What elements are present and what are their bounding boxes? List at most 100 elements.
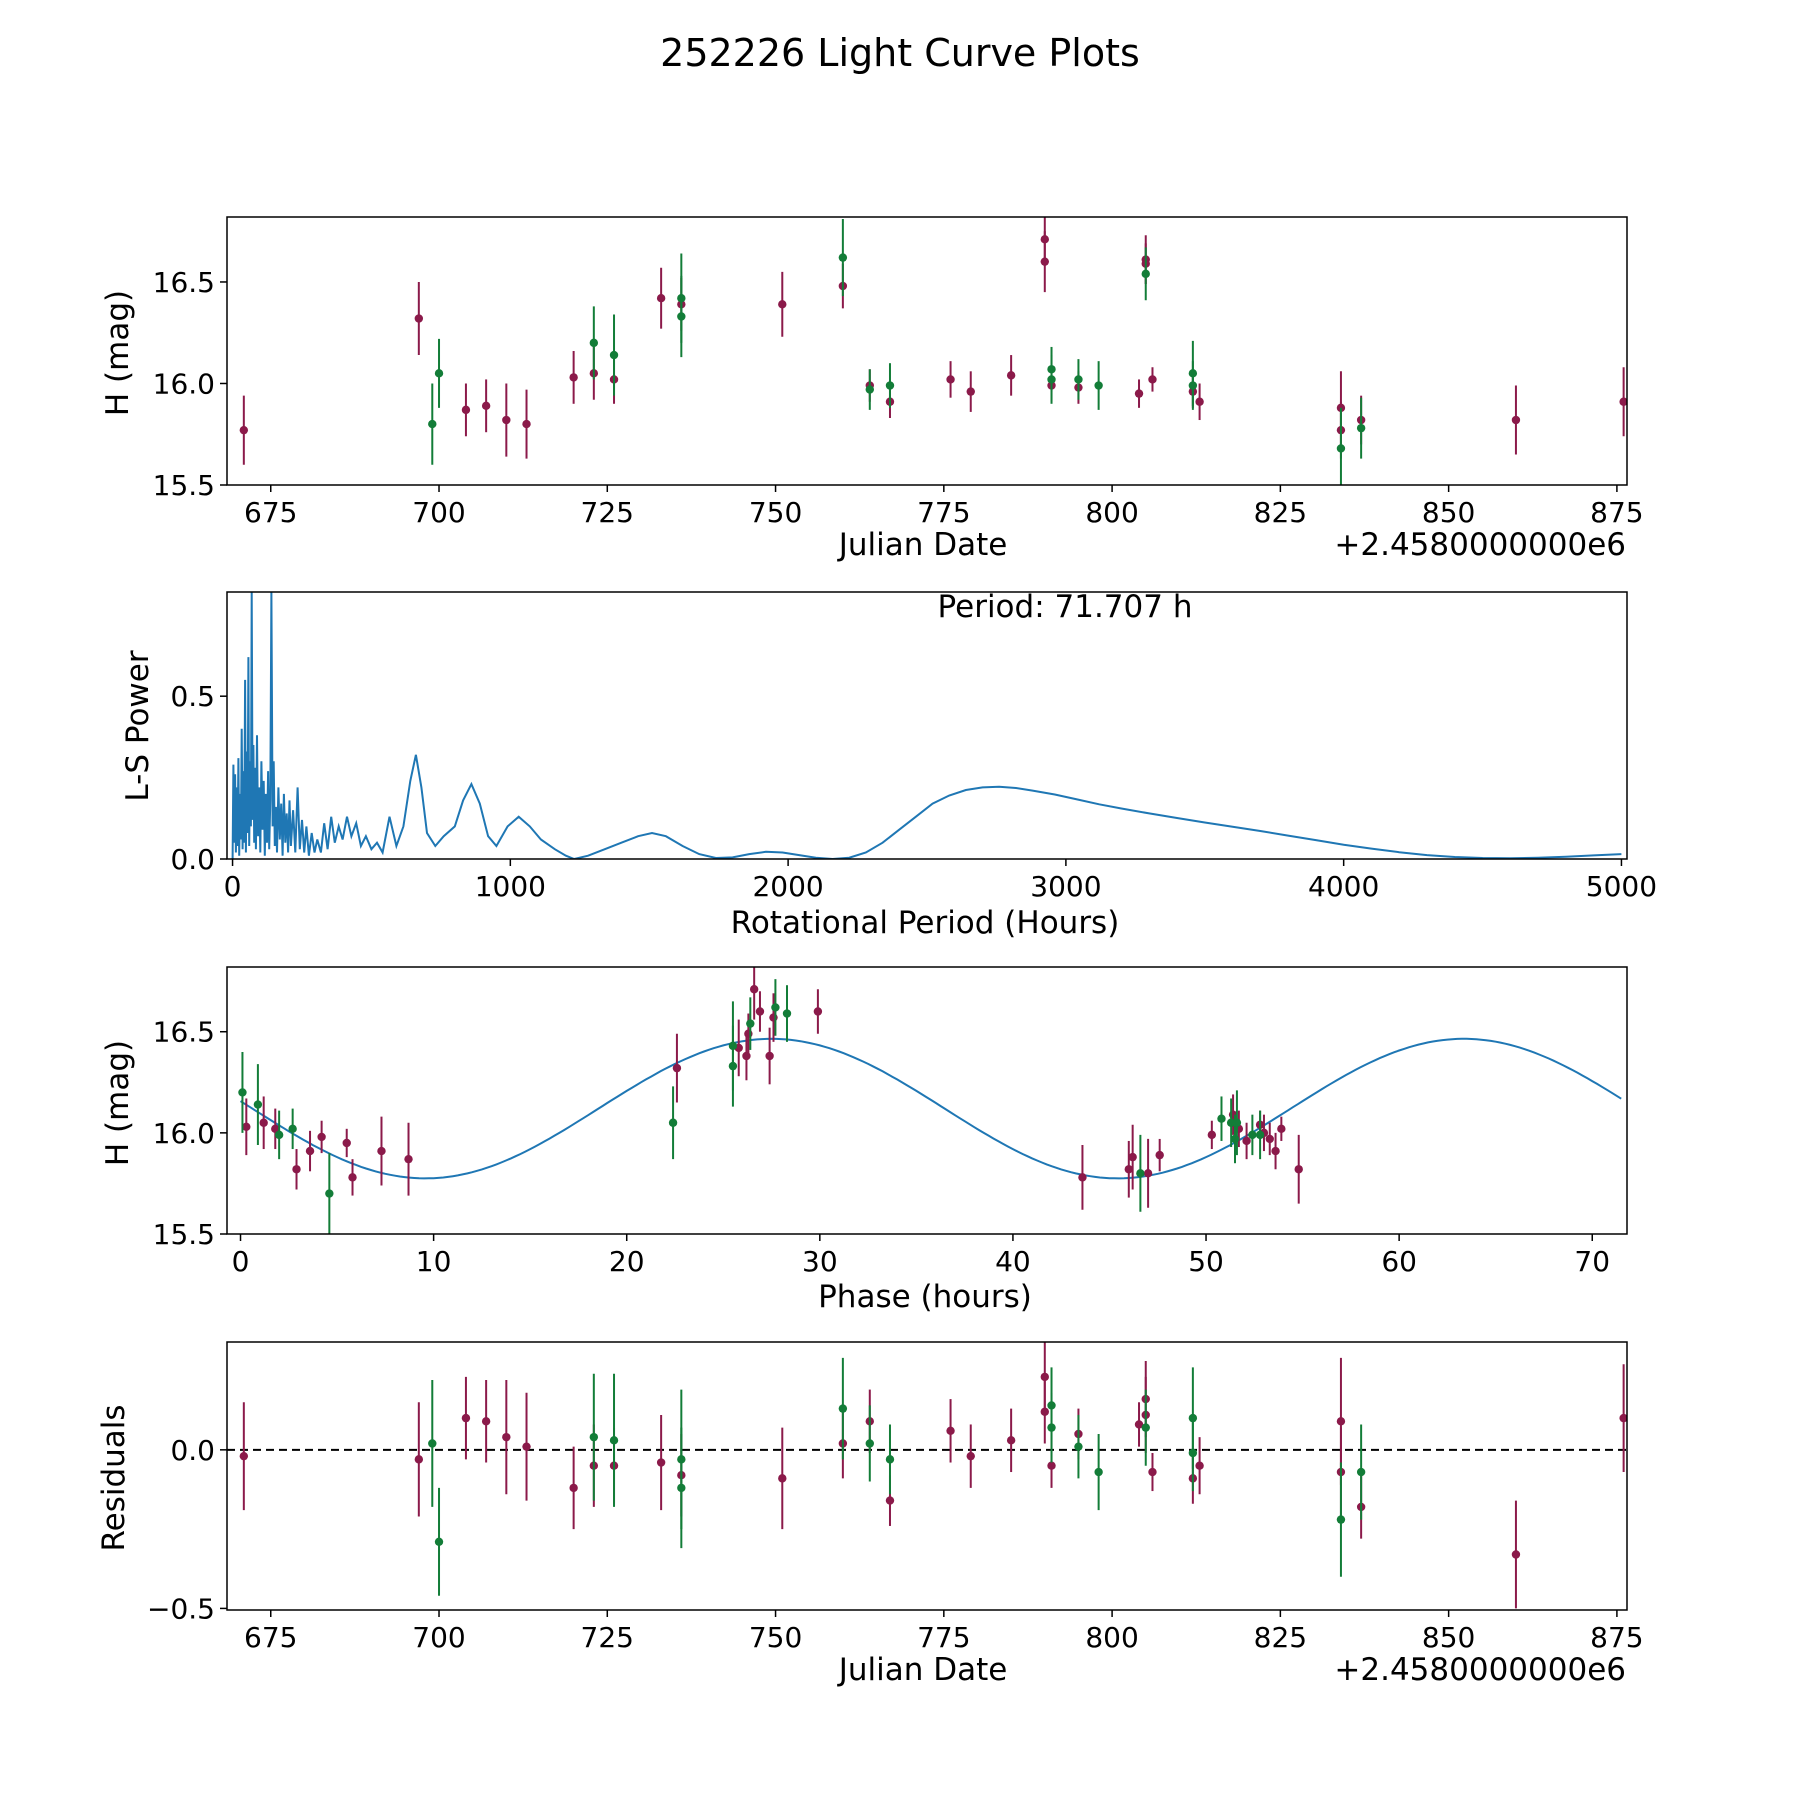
phased-band_2-point-14: [1230, 1134, 1240, 1144]
lightcurve-band_2-point-1: [434, 369, 444, 378]
phased-band_2-point-3: [288, 1124, 297, 1134]
phased-frame: [226, 966, 1628, 1235]
phased-band_1-point-14: [749, 985, 759, 994]
periodogram-frame: [226, 591, 1628, 860]
figure-title: 252226 Light Curve Plots: [660, 31, 1140, 75]
lightcurve-xtick-label-4: 775: [917, 496, 970, 529]
phased-panel: Phase (hours) H (mag) 0 10 20 30 40 50 60 70 15.…: [100, 966, 1628, 1315]
lightcurve-band_2-point-13: [1141, 269, 1150, 279]
lightcurve-xtick-label-8: 875: [1590, 496, 1643, 529]
lightcurve-band_1-point-22: [1134, 389, 1144, 398]
phased-band_1-point-4: [305, 1146, 315, 1156]
phased-band_2-point-5: [668, 1118, 678, 1127]
phased-band_1-point-5: [317, 1132, 326, 1142]
residuals-band_1-point-17: [1006, 1436, 1016, 1445]
phased-ytick-label-2: 16.5: [153, 1016, 215, 1049]
phased-band_2-point-8: [746, 1019, 755, 1028]
residuals-band_2-point-12: [1094, 1467, 1103, 1477]
residuals-band_1-point-22: [1134, 1420, 1144, 1429]
residuals-band_1-point-20: [1047, 1461, 1056, 1470]
phased-xtick-label-6: 60: [1381, 1245, 1417, 1278]
residuals-band_1-point-11: [778, 1474, 787, 1483]
lightcurve-band_1-point-19: [1040, 257, 1049, 266]
residuals-band_1-point-16: [966, 1451, 975, 1461]
residuals-band_2-point-3: [609, 1436, 619, 1445]
periodogram-xlabel: Rotational Period (Hours): [731, 905, 1120, 941]
phased-xtick-label-2: 20: [609, 1245, 645, 1278]
phased-band_1-point-10: [672, 1063, 682, 1073]
lightcurve-band_1-point-11: [778, 300, 787, 309]
phased-band_2-point-12: [1217, 1114, 1226, 1123]
periodogram-ylabel: L-S Power: [120, 650, 156, 801]
periodogram-xtick-label-2: 2000: [752, 870, 823, 903]
phased-band_1-point-31: [1271, 1146, 1280, 1156]
lightcurve-band_1-point-27: [1195, 397, 1204, 406]
phased-band_1-point-13: [744, 1029, 753, 1038]
lightcurve-offset-text: +2.4580000000e6: [1334, 527, 1626, 563]
lightcurve-xlabel: Julian Date: [837, 527, 1008, 563]
residuals-band_1-point-4: [502, 1432, 511, 1442]
residuals-band_1-point-29: [1336, 1417, 1346, 1426]
residuals-band_2-point-1: [434, 1537, 444, 1547]
residuals-xtick-label-2: 725: [581, 1621, 634, 1654]
residuals-xlabel: Julian Date: [837, 1652, 1008, 1688]
phased-band_1-point-27: [1242, 1136, 1251, 1146]
periodogram-ytick-label-1: 0.5: [170, 680, 215, 713]
residuals-xtick-label-3: 750: [749, 1621, 802, 1654]
phased-band_1-point-15: [755, 1007, 765, 1016]
residuals-ytick-label-1: 0.0: [170, 1434, 215, 1467]
residuals-frame: [226, 1341, 1628, 1611]
phased-ytick-label-1: 16.0: [153, 1117, 215, 1150]
lightcurve-xtick-label-1: 700: [412, 496, 465, 529]
phased-band_1-point-33: [1294, 1165, 1303, 1174]
lightcurve-band_2-point-0: [428, 419, 437, 429]
lightcurve-band_1-point-2: [461, 405, 471, 415]
periodogram-ytick-label-0: 0.0: [170, 843, 215, 876]
residuals-band_2-point-8: [885, 1455, 895, 1464]
lightcurve-band_1-point-15: [946, 375, 955, 384]
lightcurve-band_2-point-8: [885, 381, 895, 390]
periodogram-panel: Rotational Period (Hours) L-S Power Peri…: [120, 589, 1657, 941]
lightcurve-band_1-point-1: [414, 314, 424, 323]
residuals-band_2-point-11: [1074, 1442, 1083, 1451]
residuals-band_1-point-2: [461, 1413, 471, 1423]
phased-band_1-point-30: [1265, 1134, 1274, 1144]
lightcurve-band_2-point-6: [838, 253, 848, 262]
residuals-ylabel: Residuals: [96, 1404, 132, 1551]
lightcurve-frame: [226, 216, 1628, 486]
period-annotation: Period: 71.707 h: [938, 589, 1193, 625]
lightcurve-band_1-point-32: [1619, 397, 1627, 406]
residuals-band_2-point-0: [428, 1439, 437, 1448]
residuals-band_2-point-17: [1356, 1467, 1366, 1477]
lightcurve-ytick-label-2: 16.5: [153, 266, 215, 299]
residuals-xtick-label-1: 700: [412, 1621, 465, 1654]
lightcurve-band_1-point-5: [522, 419, 531, 429]
phased-band_1-point-6: [342, 1138, 351, 1148]
lightcurve-band_2-point-16: [1336, 444, 1346, 453]
residuals-offset-text: +2.4580000000e6: [1334, 1652, 1626, 1688]
residuals-band_2-point-10: [1047, 1401, 1056, 1410]
residuals-band_1-point-1: [414, 1455, 424, 1464]
residuals-xtick-label-7: 850: [1422, 1621, 1475, 1654]
lightcurve-band_2-point-3: [609, 350, 619, 360]
residuals-xtick-label-0: 675: [244, 1621, 297, 1654]
lightcurve-ylabel: H (mag): [100, 290, 136, 416]
residuals-band_2-point-16: [1336, 1515, 1346, 1524]
phased-xtick-label-4: 40: [995, 1245, 1031, 1278]
residuals-band_1-point-14: [885, 1496, 895, 1505]
residuals-plot-area: [227, 1342, 1627, 1609]
phased-band_2-point-2: [274, 1130, 284, 1140]
lightcurve-band_2-point-10: [1047, 375, 1056, 384]
lightcurve-band_1-point-25: [1148, 375, 1157, 384]
lightcurve-xtick-label-3: 750: [749, 496, 802, 529]
phased-band_1-point-3: [292, 1165, 301, 1174]
phased-xtick-label-5: 50: [1188, 1245, 1224, 1278]
lightcurve-band_1-point-9: [656, 294, 666, 303]
residuals-xtick-label-6: 825: [1254, 1621, 1307, 1654]
lightcurve-xtick-label-5: 800: [1085, 496, 1138, 529]
phased-band_1-point-20: [1124, 1165, 1133, 1174]
lightcurve-band_2-point-5: [677, 312, 686, 321]
phased-band_1-point-9: [404, 1154, 413, 1164]
phased-xtick-label-0: 0: [232, 1245, 250, 1278]
phased-band_2-point-13: [1226, 1118, 1236, 1127]
